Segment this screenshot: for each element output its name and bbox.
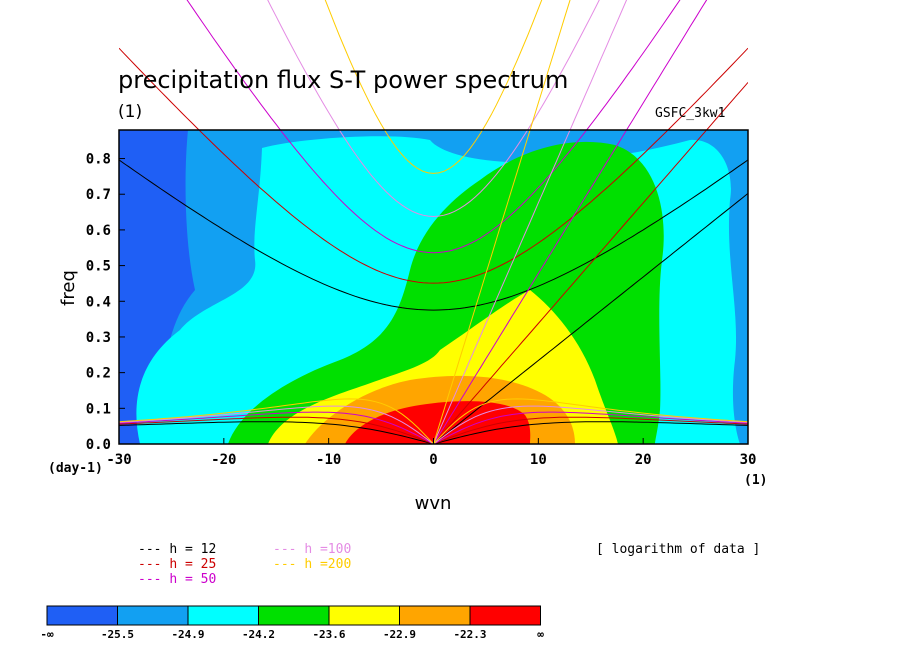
x-tick-label: -20: [211, 452, 236, 468]
legend-item-h100: --- h =100: [273, 542, 352, 557]
curve-ig-h12: [119, 159, 748, 311]
y-axis: 0.0 0.1 0.2 0.3 0.4 0.5 0.6 0.7 0.8: [86, 152, 125, 453]
curve-er-h200: [119, 398, 748, 444]
legend-item-h25: --- h = 25: [138, 557, 217, 572]
x-tick-label: 20: [635, 452, 652, 468]
x-tick-label: 30: [740, 452, 757, 468]
y-tick-label: 0.1: [86, 401, 111, 417]
colorbar-label: ∞: [537, 628, 544, 641]
y-tick-label: 0.0: [86, 437, 111, 453]
curve-kelvin-h200: [433, 0, 571, 444]
x-tick-label: -30: [106, 452, 131, 468]
colorbar: [46, 605, 541, 626]
curve-er-h100: [119, 405, 748, 444]
legend: --- h = 12 --- h = 25 --- h = 50 --- h =…: [138, 542, 398, 590]
x-tick-label: -10: [316, 452, 341, 468]
colorbar-swatch: [187, 605, 259, 626]
colorbar-label: -24.9: [171, 628, 205, 641]
y-units-label: (day-1): [48, 461, 103, 476]
legend-item-h200: --- h =200: [273, 557, 352, 572]
curve-ig-h200: [324, 0, 543, 174]
y-tick-label: 0.3: [86, 330, 111, 346]
x-tick-label: 10: [530, 452, 547, 468]
colorbar-label: -22.9: [382, 628, 417, 641]
y-tick-label: 0.4: [86, 294, 111, 310]
colorbar-swatch: [469, 605, 541, 626]
chart-title: precipitation flux S-T power spectrum: [118, 66, 569, 94]
colorbar-label: -23.6: [312, 628, 346, 641]
colorbar-swatch: [399, 605, 471, 626]
x-axis: -30 -20 -10 0 10 20 30: [106, 438, 756, 468]
curve-ig-h25: [119, 47, 748, 284]
y-tick-label: 0.7: [86, 187, 111, 203]
dispersion-curves: [119, 0, 748, 444]
colorbar-swatch: [258, 605, 330, 626]
curve-kelvin-h12: [433, 193, 748, 444]
legend-item-h12: --- h = 12: [138, 542, 217, 557]
y-tick-label: 0.5: [86, 259, 111, 275]
colorbar-swatch: [46, 605, 118, 626]
colorbar-label: -∞: [40, 628, 54, 641]
colorbar-label: -24.2: [241, 628, 276, 641]
curve-ig-h50: [186, 0, 681, 254]
curve-kelvin-h50: [433, 0, 708, 444]
y-tick-label: 0.8: [86, 152, 111, 168]
contour-fills: [119, 130, 748, 444]
colorbar-swatch: [117, 605, 189, 626]
x-axis-label: wvn: [415, 493, 452, 514]
y-tick-label: 0.6: [86, 223, 111, 239]
legend-item-h50: --- h = 50: [138, 572, 217, 587]
colorbar-label: -25.5: [100, 628, 135, 641]
colorbar-swatch: [328, 605, 400, 626]
curve-er-h25: [119, 416, 748, 444]
y-tick-label: 0.2: [86, 366, 111, 382]
y-axis-label: freq: [58, 270, 79, 306]
curve-ig-h100: [267, 0, 600, 218]
title-units: (1): [118, 102, 143, 122]
curve-kelvin-h100: [433, 0, 628, 444]
x-units-label: (1): [744, 473, 767, 488]
log-note: [ logarithm of data ]: [596, 542, 761, 557]
source-label: GSFC_3kw1: [655, 106, 726, 121]
curve-kelvin-h25: [433, 82, 748, 444]
colorbar-label: -22.3: [453, 628, 487, 641]
curve-er-h12: [119, 421, 748, 444]
curve-er-h50: [119, 411, 748, 444]
x-tick-label: 0: [429, 452, 437, 468]
